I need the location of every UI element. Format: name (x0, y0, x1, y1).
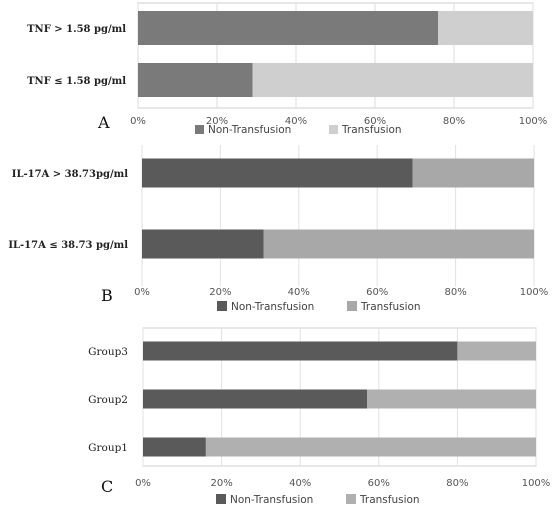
legend-label: Transfusion (360, 301, 421, 313)
x-tick-label: 20% (209, 287, 231, 298)
x-tick-label: 60% (368, 478, 390, 489)
x-tick-label: 60% (366, 287, 388, 298)
bar-non-transfusion (143, 389, 368, 409)
bar-transfusion (252, 63, 534, 97)
legend-swatch (346, 494, 356, 504)
bar-non-transfusion (138, 11, 439, 45)
legend-label: Transfusion (359, 494, 420, 506)
category-label: Group2 (88, 394, 128, 406)
x-tick-label: 80% (443, 116, 465, 127)
x-tick-label: 20% (206, 116, 228, 127)
bar-transfusion (438, 11, 533, 45)
category-label: IL-17A > 38.73pg/ml (12, 169, 128, 180)
x-tick-label: 60% (364, 116, 386, 127)
bar-transfusion (205, 437, 536, 457)
bar-transfusion (457, 341, 536, 361)
category-label: TNF ≤ 1.58 pg/ml (27, 76, 126, 87)
legend-label: Non-Transfusion (231, 301, 314, 313)
x-tick-label: 0% (134, 287, 150, 298)
x-tick-label: 40% (285, 116, 307, 127)
bar-non-transfusion (142, 229, 264, 259)
x-tick-label: 40% (289, 478, 311, 489)
legend-swatch (195, 125, 204, 134)
legend-swatch (217, 301, 227, 311)
legend-swatch (216, 494, 226, 504)
x-tick-label: 40% (288, 287, 310, 298)
bar-non-transfusion (142, 158, 413, 188)
legend-label: Transfusion (341, 124, 402, 136)
x-tick-label: 100% (520, 287, 549, 298)
x-tick-label: 0% (130, 116, 146, 127)
bar-non-transfusion (143, 341, 458, 361)
legend-label: Non-Transfusion (230, 494, 313, 506)
bar-transfusion (412, 158, 534, 188)
category-label: TNF > 1.58 pg/ml (27, 24, 126, 35)
category-label: IL-17A ≤ 38.73 pg/ml (8, 240, 128, 251)
bar-non-transfusion (138, 63, 253, 97)
panel-letter: C (101, 477, 113, 496)
legend-swatch (329, 125, 338, 134)
bar-transfusion (367, 389, 536, 409)
x-tick-label: 20% (210, 478, 232, 489)
panel-letter: A (97, 113, 110, 132)
bar-non-transfusion (143, 437, 206, 457)
x-tick-label: 80% (446, 478, 468, 489)
x-tick-label: 0% (135, 478, 151, 489)
panel-letter: B (101, 286, 113, 305)
category-label: Group3 (88, 346, 128, 358)
bar-transfusion (263, 229, 534, 259)
legend-swatch (347, 301, 357, 311)
x-tick-label: 80% (444, 287, 466, 298)
category-label: Group1 (88, 442, 128, 454)
x-tick-label: 100% (519, 116, 548, 127)
legend-label: Non-Transfusion (208, 124, 291, 136)
x-tick-label: 100% (522, 478, 551, 489)
